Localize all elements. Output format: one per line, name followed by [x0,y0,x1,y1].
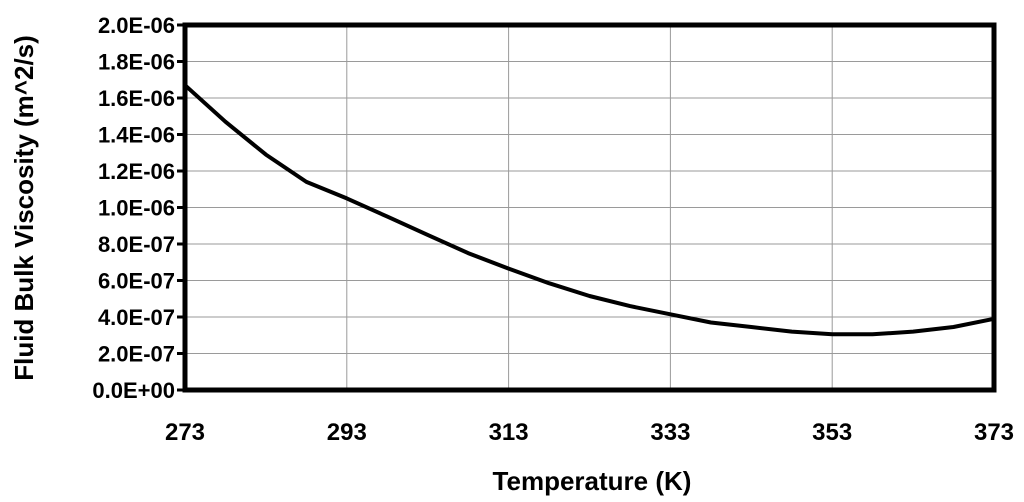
viscosity-series-line [183,83,996,337]
y-tick-label: 1.6E-06 [98,86,175,111]
y-tick-label: 2.0E-07 [98,342,175,367]
y-tick-label: 4.0E-07 [98,305,175,330]
y-tick-label: 6.0E-07 [98,269,175,294]
x-tick-label: 313 [489,419,529,446]
y-tick-labels: 0.0E+00 2.0E-07 4.0E-07 6.0E-07 8.0E-07 1.0E-… [92,13,175,403]
y-tick-label: 1.0E-06 [98,196,175,221]
x-tick-label: 293 [327,419,367,446]
y-tick-label: 1.4E-06 [98,123,175,148]
series-layer [183,83,996,337]
x-tick-label: 333 [650,419,690,446]
x-tick-labels: 273 293 313 333 353 373 [165,419,1014,446]
x-tick-label: 273 [165,419,205,446]
x-axis-title: Temperature (K) [493,466,692,496]
y-tick-label: 2.0E-06 [98,13,175,38]
y-tick-label: 1.2E-06 [98,159,175,184]
x-tick-label: 373 [974,419,1014,446]
y-axis-title: Fluid Bulk Viscosity (m^2/s) [9,35,39,381]
x-tick-label: 353 [812,419,852,446]
y-tick-label: 0.0E+00 [92,378,175,403]
y-tick-label: 1.8E-06 [98,50,175,75]
plot-frame [182,22,997,393]
y-tick-label: 8.0E-07 [98,232,175,257]
